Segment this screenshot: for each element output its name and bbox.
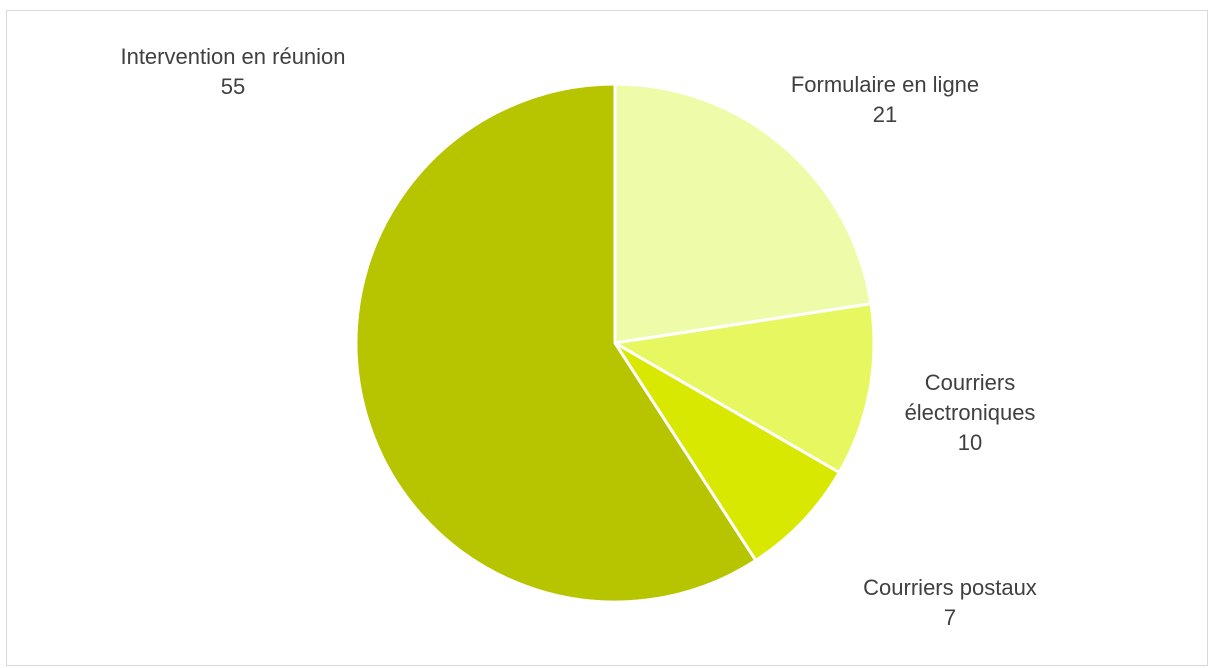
data-label-line: 21 [873, 102, 897, 127]
data-label-line: 55 [221, 74, 245, 99]
data-label-line: 7 [944, 605, 956, 630]
data-label-4: Intervention en réunion 55 [120, 44, 345, 99]
pie-slice-4 [354, 82, 758, 604]
data-label-line: Intervention en réunion [120, 44, 345, 69]
data-label-line: Courriers postaux [863, 575, 1037, 600]
slice-labels: Formulaire en ligne 21 Courriers électroniq… [120, 44, 1036, 630]
data-label-line: Courriers [925, 370, 1015, 395]
data-label-line: 10 [958, 430, 982, 455]
data-label-3: Courriers postaux 7 [863, 575, 1037, 630]
data-label-line: électroniques [905, 400, 1036, 425]
pie-slices [354, 82, 876, 604]
pie-slice-1 [613, 82, 873, 345]
pie-slice-2 [613, 302, 876, 474]
pie-slice-3 [613, 341, 841, 562]
data-label-line: Formulaire en ligne [791, 72, 979, 97]
data-label-1: Formulaire en ligne 21 [791, 72, 979, 127]
data-label-2: Courriers électroniques 10 [905, 370, 1036, 455]
